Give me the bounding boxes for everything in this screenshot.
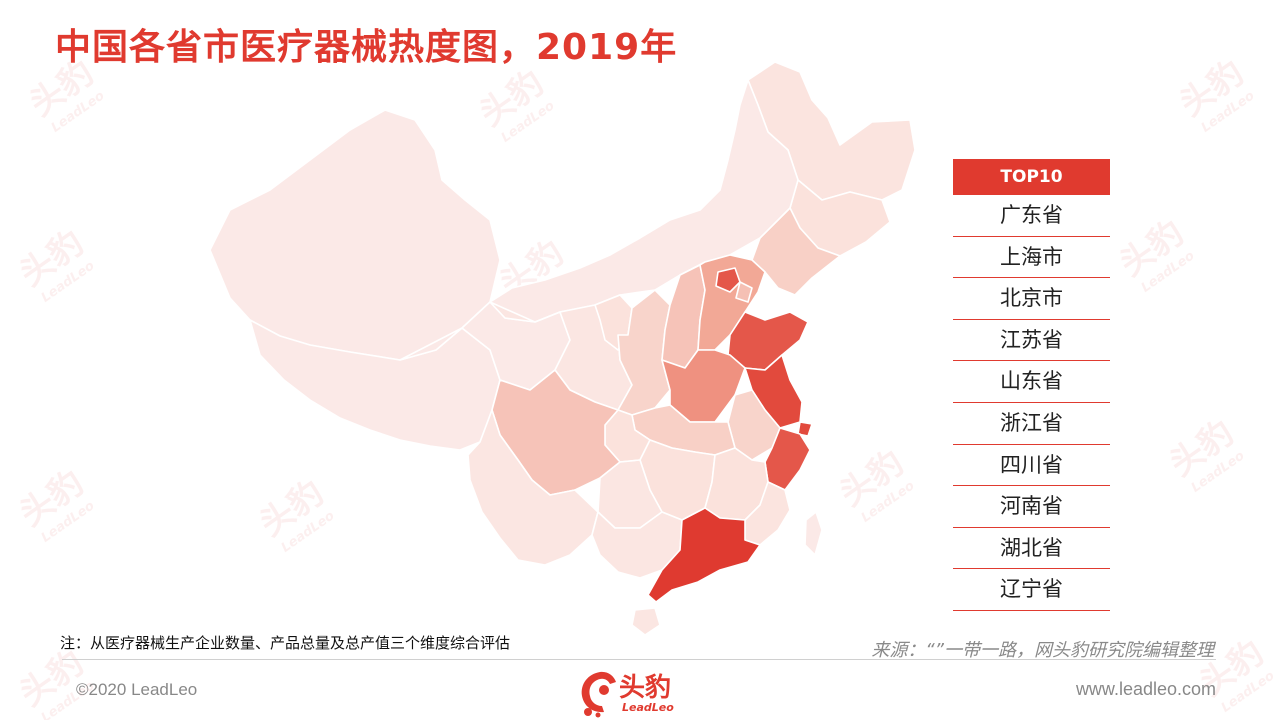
province-shandong[interactable]	[727, 311, 809, 371]
leadleo-logo: 头豹 LeadLeo	[578, 664, 708, 720]
website-link[interactable]: www.leadleo.com	[1075, 679, 1216, 699]
top10-item: 河南省	[953, 486, 1110, 528]
top10-item: 上海市	[953, 237, 1110, 279]
footer-divider	[62, 659, 1216, 660]
province-taiwan[interactable]	[804, 511, 823, 556]
top10-item: 浙江省	[953, 403, 1110, 445]
source-note: 来源：“”一带一路，网头豹研究院编辑整理	[871, 640, 1214, 661]
top10-item: 江苏省	[953, 320, 1110, 362]
province-henan[interactable]	[661, 349, 746, 423]
province-hainan[interactable]	[631, 607, 661, 636]
province-tianjin[interactable]	[735, 281, 753, 303]
top10-ranking: TOP10 广东省 上海市 北京市 江苏省 山东省 浙江省 四川省 河南省 湖北…	[953, 159, 1110, 611]
logo-subtext: LeadLeo	[622, 701, 674, 714]
province-shanghai[interactable]	[797, 421, 813, 437]
top10-item: 辽宁省	[953, 569, 1110, 611]
top10-item: 四川省	[953, 445, 1110, 487]
top10-item: 广东省	[953, 195, 1110, 237]
china-heat-map	[209, 61, 916, 636]
copyright: ©2020 LeadLeo	[76, 680, 198, 699]
top10-item: 山东省	[953, 361, 1110, 403]
footnote: 注：从医疗器械生产企业数量、产品总量及总产值三个维度综合评估	[60, 634, 511, 652]
top10-header: TOP10	[953, 159, 1110, 195]
logo-text: 头豹	[619, 673, 672, 703]
top10-item: 北京市	[953, 278, 1110, 320]
leopard-icon	[581, 671, 616, 718]
page-title: 中国各省市医疗器械热度图，2019年	[55, 27, 678, 68]
province-guangdong[interactable]	[647, 507, 761, 603]
province-beijing[interactable]	[715, 267, 741, 293]
top10-item: 湖北省	[953, 528, 1110, 570]
